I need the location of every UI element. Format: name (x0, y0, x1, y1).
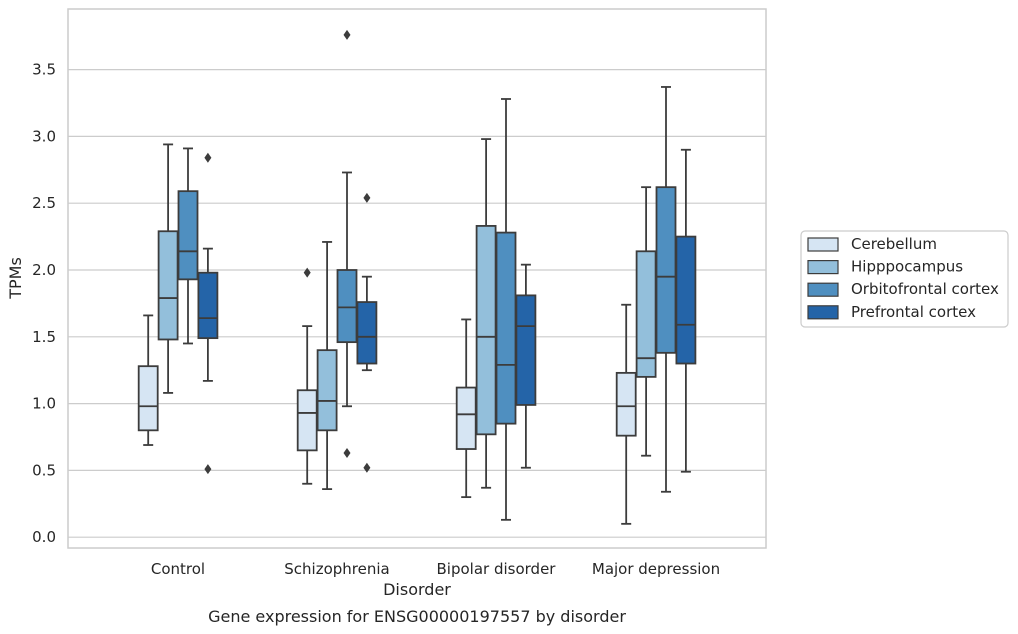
legend-swatch (807, 237, 839, 252)
box-iqr (177, 190, 199, 281)
box-prefrontal-cortex (197, 152, 219, 475)
legend-label: Prefrontal cortex (851, 303, 976, 321)
y-tick-label: 1.5 (32, 328, 56, 346)
box-orbitofrontal-cortex (655, 86, 677, 493)
plot-frame (67, 8, 767, 549)
y-tick-label: 3.5 (32, 61, 56, 79)
box-iqr (615, 371, 637, 437)
box-cerebellum (296, 267, 318, 485)
legend-label: Hipppocampus (851, 258, 963, 276)
boxes (137, 29, 697, 525)
box-cerebellum (615, 303, 637, 525)
box-hipppocampus (316, 241, 338, 491)
box-cerebellum (455, 318, 477, 499)
box-iqr (675, 235, 697, 365)
box-hipppocampus (635, 186, 657, 457)
y-axis-title: TPMs (6, 257, 25, 300)
box-iqr (655, 186, 677, 354)
x-tick-labels: Control Schizophrenia Bipolar disorder Majo… (151, 560, 720, 578)
box-iqr (635, 250, 657, 378)
box-prefrontal-cortex (515, 263, 537, 469)
box-iqr (356, 301, 378, 365)
y-tick-label: 0.5 (32, 461, 56, 479)
box-iqr (137, 365, 159, 432)
legend-swatch (807, 260, 839, 275)
box-hipppocampus (157, 143, 179, 394)
box-iqr (296, 389, 318, 452)
x-tick-label: Major depression (592, 560, 720, 578)
legend-label: Orbitofrontal cortex (851, 280, 999, 298)
box-orbitofrontal-cortex (177, 147, 199, 345)
legend-label: Cerebellum (851, 235, 937, 253)
box-iqr (197, 271, 219, 340)
box-prefrontal-cortex (675, 148, 697, 473)
box-orbitofrontal-cortex (336, 29, 358, 459)
outlier-point (363, 462, 371, 473)
legend-swatch (807, 305, 839, 320)
outlier-point (343, 448, 351, 459)
box-iqr (316, 349, 338, 432)
y-tick-label: 3.0 (32, 127, 56, 145)
box-prefrontal-cortex (356, 192, 378, 473)
box-iqr (495, 231, 517, 425)
box-iqr (336, 269, 358, 344)
box-hipppocampus (475, 138, 497, 489)
y-tick-label: 0.0 (32, 528, 56, 546)
outlier-point (204, 464, 212, 475)
box-cerebellum (137, 314, 159, 446)
y-tick-labels: 0.0 0.5 1.0 1.5 2.0 2.5 3.0 3.5 (32, 61, 56, 547)
legend-frame (800, 230, 1009, 328)
outlier-point (343, 29, 351, 40)
box-iqr (157, 230, 179, 341)
box-iqr (515, 294, 537, 406)
x-tick-label: Bipolar disorder (437, 560, 557, 578)
outlier-point (363, 192, 371, 203)
outlier-point (204, 152, 212, 163)
x-axis-title: Disorder (383, 580, 451, 599)
y-tick-label: 1.0 (32, 395, 56, 413)
box-iqr (475, 225, 497, 436)
box-orbitofrontal-cortex (495, 98, 517, 521)
chart-title: Gene expression for ENSG00000197557 by d… (208, 607, 626, 626)
y-tick-label: 2.5 (32, 194, 56, 212)
x-tick-label: Control (151, 560, 205, 578)
x-tick-label: Schizophrenia (284, 560, 389, 578)
legend-swatch (807, 282, 839, 297)
outlier-point (303, 267, 311, 278)
legend: Cerebellum Hipppocampus Orbitofrontal cort… (800, 230, 1009, 328)
y-tick-label: 2.0 (32, 261, 56, 279)
box-iqr (455, 386, 477, 450)
